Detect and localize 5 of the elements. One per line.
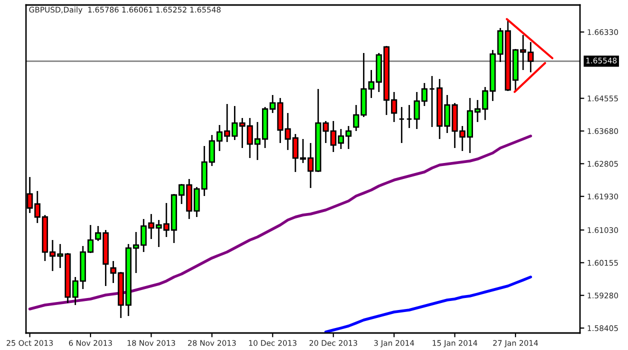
candlestick [406,104,412,129]
candlestick [428,75,436,128]
line-series [28,134,532,310]
line-series [324,276,532,333]
candlestick [398,106,405,144]
